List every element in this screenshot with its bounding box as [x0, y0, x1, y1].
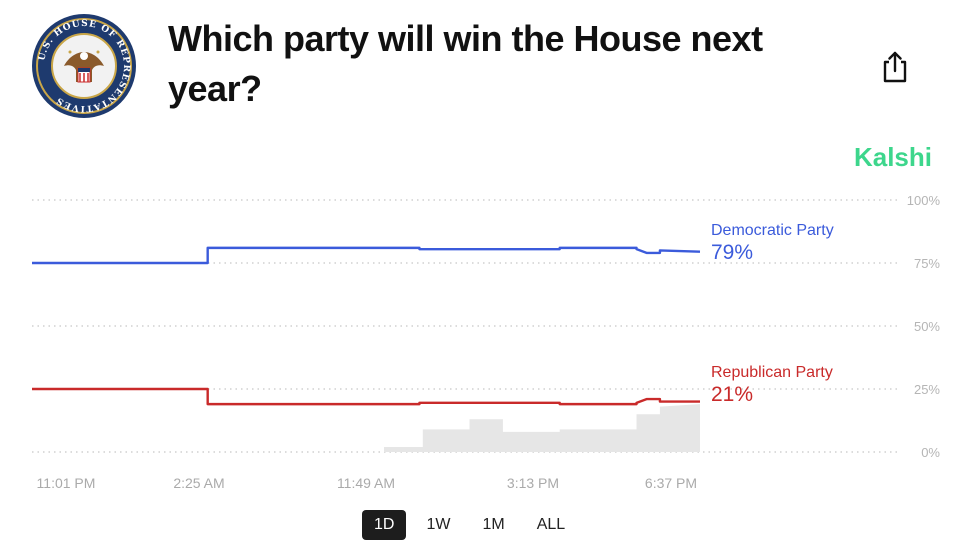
y-tick-label: 25%: [914, 382, 940, 397]
y-tick-label: 75%: [914, 256, 940, 271]
series-labels: Democratic Party 79% Republican Party 21%: [711, 222, 834, 406]
share-icon[interactable]: [880, 50, 910, 84]
tab-all[interactable]: ALL: [536, 516, 566, 533]
y-tick-label: 100%: [907, 193, 941, 208]
tab-1d[interactable]: 1D: [362, 510, 407, 540]
x-tick-label: 3:13 PM: [507, 475, 559, 491]
tab-1w[interactable]: 1W: [426, 516, 451, 533]
x-tick-label: 6:37 PM: [645, 475, 697, 491]
brand-logo-text: Kalshi: [853, 142, 932, 172]
volume-area-shape: [384, 404, 700, 452]
x-tick-label: 11:49 AM: [337, 475, 395, 491]
republican-value: 21%: [711, 383, 753, 406]
y-tick-label: 50%: [914, 319, 940, 334]
democratic-line: [32, 246, 701, 265]
tab-1m[interactable]: 1M: [482, 516, 505, 533]
democratic-label: Democratic Party: [711, 222, 834, 239]
democratic-value: 79%: [711, 241, 753, 264]
republican-label: Republican Party: [711, 364, 833, 381]
x-tick-label: 11:01 PM: [37, 475, 96, 491]
house-seal-logo: U.S. HOUSE OF REPRESENTATIVES: [32, 14, 136, 118]
page-title: Which party will win the House next year…: [168, 18, 763, 109]
time-range-tabs: 1D 1W 1M ALL: [362, 510, 577, 540]
volume-area: [384, 404, 700, 452]
price-chart: 100% 75% 50% 25% 0% 11:01 PM 2:25 AM 11:49 AM 3…: [32, 193, 941, 491]
y-tick-label: 0%: [921, 445, 940, 460]
x-axis-labels: 11:01 PM 2:25 AM 11:49 AM 3:13 PM 6:37 PM: [37, 475, 698, 491]
series-lines: [32, 246, 701, 406]
republican-line: [32, 387, 700, 406]
y-axis-labels: 100% 75% 50% 25% 0%: [907, 193, 941, 460]
x-tick-label: 2:25 AM: [173, 475, 224, 491]
